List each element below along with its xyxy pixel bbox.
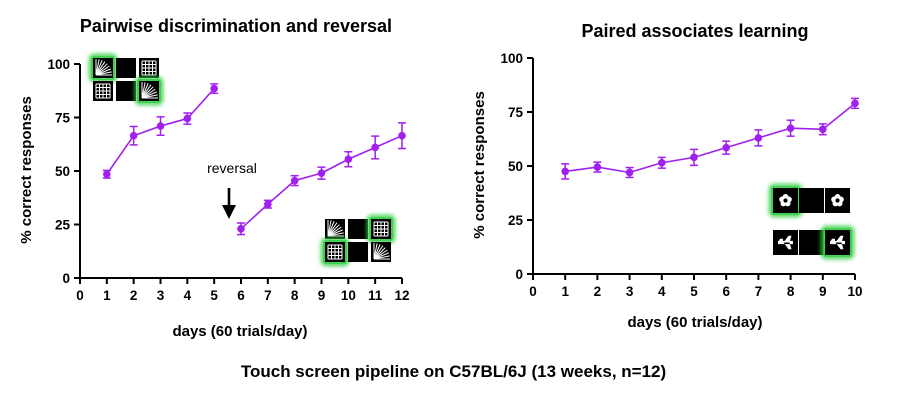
x-tick-label: 6	[722, 284, 730, 299]
data-point	[625, 168, 634, 177]
x-tick-label: 1	[561, 284, 569, 299]
x-tick-label: 2	[594, 284, 602, 299]
x-tick-label: 8	[291, 288, 299, 303]
x-tick-label: 9	[819, 284, 827, 299]
data-point	[264, 200, 272, 208]
x-tick-label: 10	[341, 288, 356, 303]
x-tick-label: 7	[264, 288, 272, 303]
x-tick-label: 3	[157, 288, 165, 303]
data-point	[722, 143, 730, 152]
data-point	[183, 114, 192, 123]
flower-plane-grid-icon	[769, 184, 854, 259]
chart-right-title: Paired associates learning	[581, 21, 808, 41]
data-point	[690, 153, 698, 162]
y-tick-label: 100	[47, 57, 70, 72]
x-tick-label: 11	[368, 288, 383, 303]
data-point	[371, 143, 379, 152]
chart-left-marks	[102, 83, 406, 236]
stimulus-grid-icon-discrimination	[89, 54, 163, 105]
x-tick-label: 3	[626, 284, 634, 299]
x-tick-label: 2	[130, 288, 138, 303]
reversal-arrow-icon	[222, 188, 236, 219]
x-tick-label: 4	[184, 288, 192, 303]
data-point	[851, 99, 859, 108]
data-point	[561, 167, 569, 176]
data-point	[398, 131, 406, 140]
x-tick-label: 8	[787, 284, 795, 299]
x-tick-label: 12	[394, 288, 409, 303]
data-point	[103, 170, 111, 179]
x-tick-label: 0	[76, 288, 84, 303]
chart-right: Paired associates learning 0 1 2 3 4 5 6 7 8 9 100…	[471, 21, 863, 331]
data-point	[210, 84, 218, 93]
chart-right-marks	[561, 97, 859, 180]
chart-left-ylabel: % correct responses	[18, 96, 35, 244]
data-point	[658, 158, 666, 167]
y-tick-label: 25	[55, 218, 71, 233]
data-point	[129, 131, 138, 140]
x-tick-label: 10	[847, 284, 862, 299]
y-tick-label: 75	[55, 111, 71, 126]
chart-left-title: Pairwise discrimination and reversal	[80, 16, 392, 36]
data-point	[290, 176, 299, 185]
chart-left-xlabel: days (60 trials/day)	[172, 323, 307, 340]
y-tick-label: 50	[508, 159, 523, 174]
x-tick-label: 7	[755, 284, 763, 299]
x-tick-label: 5	[210, 288, 218, 303]
x-tick-label: 9	[318, 288, 326, 303]
data-point	[593, 163, 602, 171]
y-tick-label: 0	[515, 267, 523, 282]
chart-right-xlabel: days (60 trials/day)	[627, 314, 762, 331]
x-tick-label: 5	[690, 284, 698, 299]
y-tick-label: 75	[508, 105, 524, 120]
chart-right-ylabel: % correct responses	[471, 91, 488, 239]
y-tick-label: 100	[500, 51, 523, 66]
x-tick-label: 4	[658, 284, 666, 299]
stimulus-grid-icon-reversal	[321, 215, 395, 266]
y-tick-label: 0	[62, 271, 70, 286]
series-line	[565, 102, 856, 174]
data-point	[819, 125, 827, 134]
reversal-annotation: reversal	[207, 160, 257, 176]
data-point	[786, 124, 795, 132]
figure-caption: Touch screen pipeline on C57BL/6J (13 we…	[240, 362, 667, 381]
x-tick-label: 6	[237, 288, 245, 303]
y-tick-label: 50	[55, 164, 70, 179]
data-point	[317, 169, 326, 177]
data-point	[237, 224, 245, 233]
x-tick-label: 1	[103, 288, 111, 303]
data-point	[344, 155, 353, 164]
data-point	[156, 122, 165, 130]
x-tick-label: 0	[529, 284, 537, 299]
data-point	[754, 134, 763, 142]
y-tick-label: 25	[508, 213, 524, 228]
